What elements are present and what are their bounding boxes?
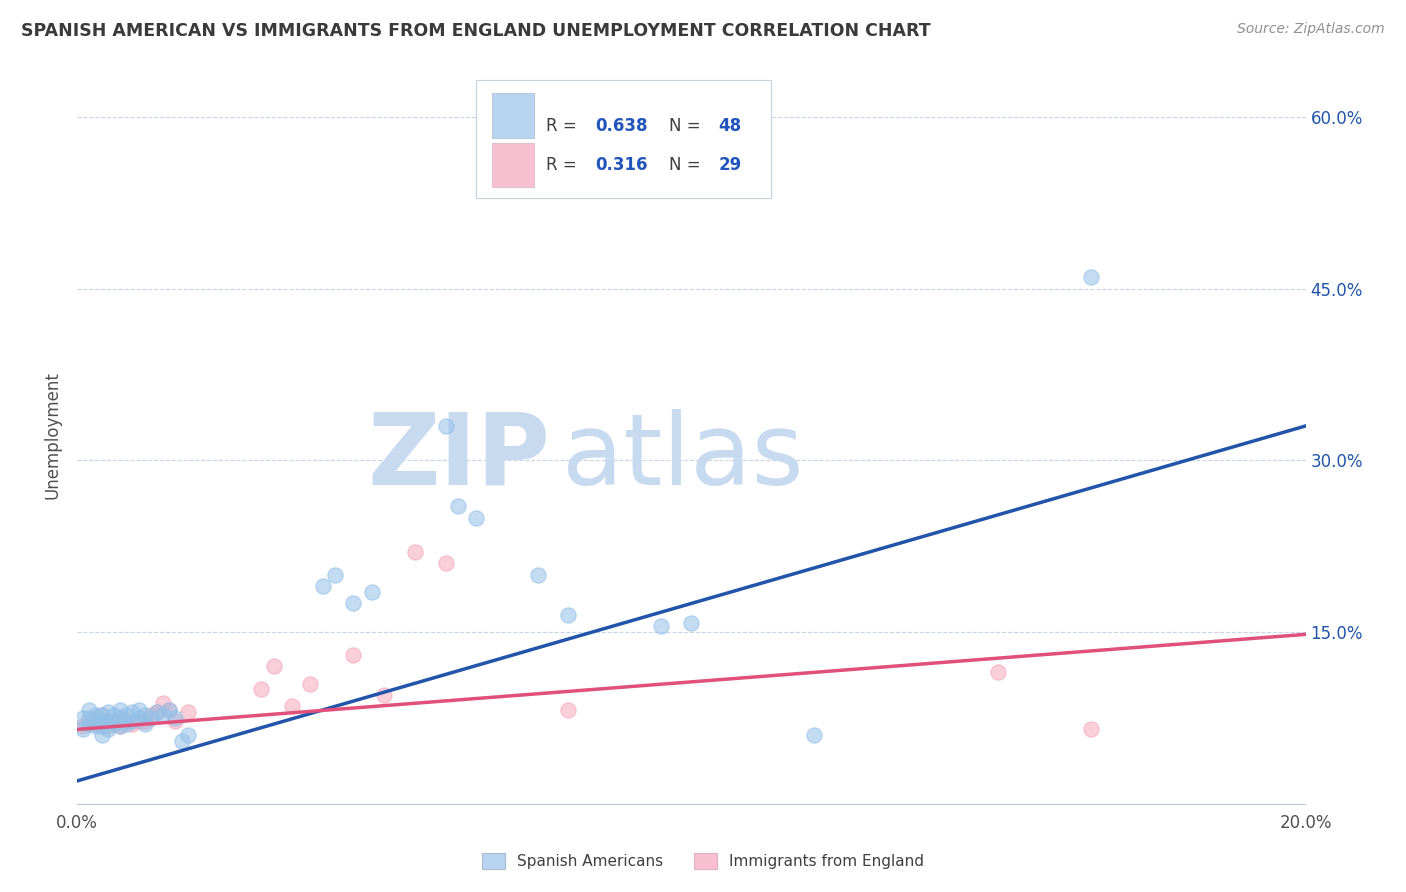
Point xyxy=(97,719,120,733)
Point xyxy=(121,705,143,719)
Point xyxy=(134,714,156,729)
Point xyxy=(90,707,112,722)
Point xyxy=(72,719,94,733)
Text: 48: 48 xyxy=(718,118,741,136)
Point xyxy=(146,705,169,719)
Point xyxy=(115,716,138,731)
Point xyxy=(72,711,94,725)
Point xyxy=(108,703,131,717)
Point xyxy=(108,711,131,725)
Text: atlas: atlas xyxy=(562,409,804,506)
Point xyxy=(803,728,825,742)
Point xyxy=(650,619,672,633)
Point xyxy=(90,719,112,733)
Point xyxy=(108,719,131,733)
Point xyxy=(90,707,112,722)
Point xyxy=(157,703,180,717)
Point xyxy=(373,688,395,702)
Point xyxy=(128,714,150,729)
Point xyxy=(103,716,125,731)
Point xyxy=(157,703,180,717)
Point xyxy=(90,728,112,742)
Point xyxy=(361,585,384,599)
Point xyxy=(681,615,703,630)
Point xyxy=(90,714,112,729)
Point xyxy=(115,707,138,722)
FancyBboxPatch shape xyxy=(492,94,534,137)
Point xyxy=(176,705,198,719)
Point xyxy=(557,703,579,717)
Point xyxy=(79,714,101,729)
Point xyxy=(152,707,174,722)
Point xyxy=(176,728,198,742)
Point xyxy=(342,648,364,662)
Text: Source: ZipAtlas.com: Source: ZipAtlas.com xyxy=(1237,22,1385,37)
Legend: Spanish Americans, Immigrants from England: Spanish Americans, Immigrants from Engla… xyxy=(475,847,931,875)
Point xyxy=(79,703,101,717)
Point xyxy=(299,676,322,690)
FancyBboxPatch shape xyxy=(477,80,770,198)
Point xyxy=(434,557,457,571)
Point xyxy=(72,723,94,737)
Point xyxy=(404,545,426,559)
Point xyxy=(128,711,150,725)
Point xyxy=(152,696,174,710)
Text: N =: N = xyxy=(669,118,706,136)
Point xyxy=(557,607,579,622)
Point xyxy=(97,723,120,737)
Point xyxy=(1080,723,1102,737)
Text: N =: N = xyxy=(669,156,706,174)
Point xyxy=(1080,270,1102,285)
Point xyxy=(342,597,364,611)
Point xyxy=(97,714,120,729)
Point xyxy=(987,665,1010,680)
Point xyxy=(134,716,156,731)
Text: 0.316: 0.316 xyxy=(596,156,648,174)
Text: ZIP: ZIP xyxy=(367,409,550,506)
Point xyxy=(434,419,457,434)
Point xyxy=(263,659,285,673)
Text: R =: R = xyxy=(547,118,582,136)
Text: 0.638: 0.638 xyxy=(596,118,648,136)
Point xyxy=(250,682,273,697)
Point xyxy=(139,711,162,725)
Point xyxy=(170,734,193,748)
Point xyxy=(312,579,335,593)
Point xyxy=(84,716,107,731)
Point xyxy=(281,699,304,714)
Point xyxy=(84,707,107,722)
Point xyxy=(90,714,112,729)
Point xyxy=(115,714,138,729)
Point xyxy=(165,714,187,729)
FancyBboxPatch shape xyxy=(492,143,534,187)
Point xyxy=(97,705,120,719)
Point xyxy=(121,714,143,729)
Point xyxy=(79,716,101,731)
Point xyxy=(103,707,125,722)
Point xyxy=(79,711,101,725)
Point xyxy=(165,711,187,725)
Text: 29: 29 xyxy=(718,156,741,174)
Point xyxy=(84,719,107,733)
Point xyxy=(128,703,150,717)
Point xyxy=(526,567,548,582)
Point xyxy=(121,716,143,731)
Text: SPANISH AMERICAN VS IMMIGRANTS FROM ENGLAND UNEMPLOYMENT CORRELATION CHART: SPANISH AMERICAN VS IMMIGRANTS FROM ENGL… xyxy=(21,22,931,40)
Point xyxy=(103,714,125,729)
Y-axis label: Unemployment: Unemployment xyxy=(44,371,60,499)
Point xyxy=(108,719,131,733)
Text: R =: R = xyxy=(547,156,582,174)
Point xyxy=(84,711,107,725)
Point xyxy=(134,707,156,722)
Point xyxy=(139,707,162,722)
Point xyxy=(447,499,470,513)
Point xyxy=(465,510,488,524)
Point xyxy=(146,705,169,719)
Point xyxy=(323,567,346,582)
